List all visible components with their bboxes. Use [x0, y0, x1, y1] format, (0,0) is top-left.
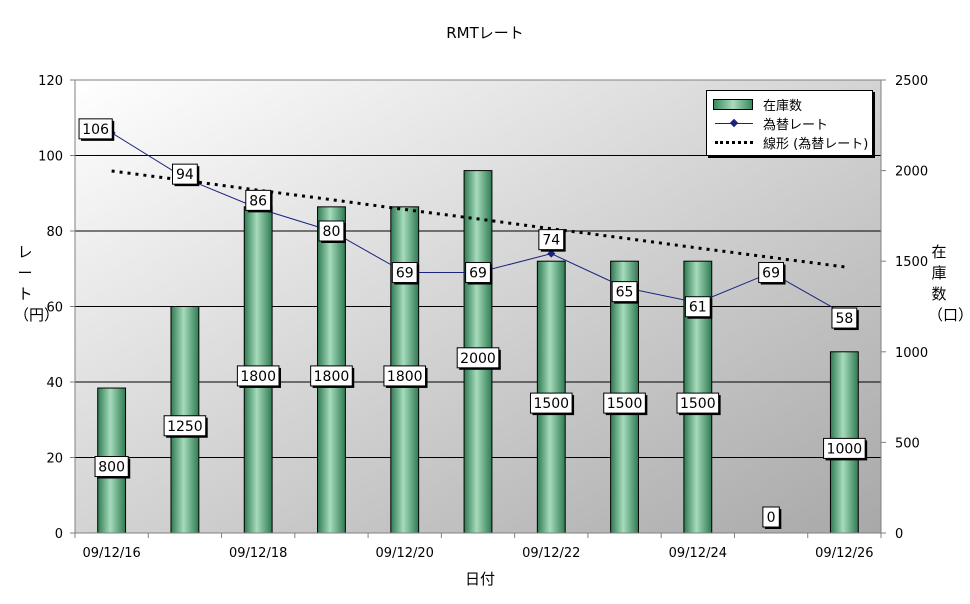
stock-data-label-6: 1500	[529, 392, 575, 416]
rate-data-label-8-text: 61	[689, 300, 707, 316]
stock-data-label-1-text: 1250	[167, 419, 203, 435]
x-tick-label-6: 09/12/22	[522, 546, 580, 561]
stock-data-label-10-text: 1000	[827, 441, 863, 457]
stock-data-label-5-text: 2000	[460, 351, 496, 367]
chart-title: RMTレート	[446, 24, 524, 42]
rate-data-label-4-text: 69	[396, 266, 414, 282]
y-tick-label-3: 60	[46, 301, 63, 316]
x-axis-label: 日付	[464, 570, 495, 588]
chart-legend: 在庫数 為替レート 線形 (為替レート)	[706, 90, 873, 156]
rate-data-label-3-text: 80	[323, 224, 341, 240]
rate-data-label-6: 74	[538, 229, 566, 252]
rate-data-label-1: 94	[172, 163, 200, 187]
y2-tick-label-1: 500	[895, 436, 920, 451]
stock-data-label-0: 800	[94, 456, 131, 479]
stock-data-label-4-text: 1800	[387, 369, 423, 385]
x-tick-label-8: 09/12/24	[669, 546, 727, 561]
rate-data-label-6-text: 74	[542, 233, 560, 249]
legend-label-stock: 在庫数	[763, 98, 803, 114]
y2-tick-label-3: 1500	[895, 255, 928, 270]
stock-data-label-4: 1800	[383, 365, 428, 388]
y-tick-label-1: 20	[46, 452, 63, 467]
stock-data-label-9-text: 0	[767, 510, 776, 526]
y2-tick-label-5: 2500	[895, 74, 928, 89]
rate-data-label-7-text: 65	[616, 285, 634, 301]
rate-data-label-3: 80	[318, 220, 346, 243]
rate-data-label-5-text: 69	[469, 266, 487, 282]
stock-data-label-3-text: 1800	[314, 369, 350, 385]
stock-data-label-9: 0	[762, 506, 782, 529]
legend-bar-swatch	[713, 98, 755, 110]
y2-tick-label-4: 2000	[895, 165, 928, 180]
y-tick-label-2: 40	[46, 376, 63, 391]
stock-data-label-8: 1500	[676, 392, 721, 416]
legend-label-trend: 線形 (為替レート)	[763, 136, 869, 152]
y2-tick-label-2: 1000	[895, 346, 928, 361]
stock-data-label-7: 1500	[603, 392, 648, 416]
rate-data-label-2-text: 86	[249, 193, 267, 209]
legend-item-stock: 在庫数	[713, 95, 803, 114]
legend-item-rate: 為替レート	[713, 114, 829, 133]
legend-trend-swatch	[713, 136, 755, 148]
stock-data-label-2: 1800	[236, 365, 281, 388]
y2-axis-label: 在庫数（口）	[928, 243, 970, 324]
y-tick-label-5: 100	[38, 150, 63, 165]
y-tick-label-4: 80	[46, 225, 63, 240]
rate-data-label-9-text: 69	[762, 266, 780, 282]
stock-data-label-6-text: 1500	[533, 396, 569, 412]
legend-label-rate: 為替レート	[763, 117, 829, 133]
x-tick-label-10: 09/12/26	[815, 546, 873, 561]
x-tick-label-4: 09/12/20	[376, 546, 434, 561]
y-tick-label-0: 0	[55, 527, 63, 542]
y-tick-label-6: 120	[38, 74, 63, 89]
rate-data-label-0: 106	[78, 118, 115, 141]
stock-data-label-5: 2000	[456, 347, 501, 370]
rate-data-label-9: 69	[758, 262, 786, 285]
stock-data-label-7-text: 1500	[607, 396, 643, 412]
rate-data-label-10: 58	[831, 307, 859, 331]
rate-data-label-0-text: 106	[82, 122, 109, 138]
stock-data-label-1: 1250	[163, 415, 208, 438]
y-axis-label: レート（円）	[14, 243, 60, 324]
stock-data-label-3: 1800	[310, 365, 355, 388]
stock-data-label-8-text: 1500	[680, 396, 716, 412]
y2-tick-label-0: 0	[895, 527, 903, 542]
legend-line-swatch	[713, 117, 755, 129]
rate-data-label-1-text: 94	[176, 167, 194, 183]
rate-data-label-4: 69	[391, 262, 420, 285]
stock-data-label-2-text: 1800	[240, 369, 276, 385]
rate-data-label-8: 61	[684, 296, 713, 319]
rate-data-label-5: 69	[465, 262, 493, 285]
stock-data-label-0-text: 800	[98, 460, 125, 476]
stock-data-label-10: 1000	[823, 437, 868, 461]
x-tick-label-0: 09/12/16	[82, 546, 140, 561]
rate-data-label-2: 86	[245, 189, 273, 213]
trendline	[111, 169, 845, 269]
legend-item-trend: 線形 (為替レート)	[713, 133, 869, 152]
rate-data-label-10-text: 58	[835, 311, 853, 327]
rate-data-label-7: 65	[611, 281, 639, 304]
x-tick-label-2: 09/12/18	[229, 546, 287, 561]
